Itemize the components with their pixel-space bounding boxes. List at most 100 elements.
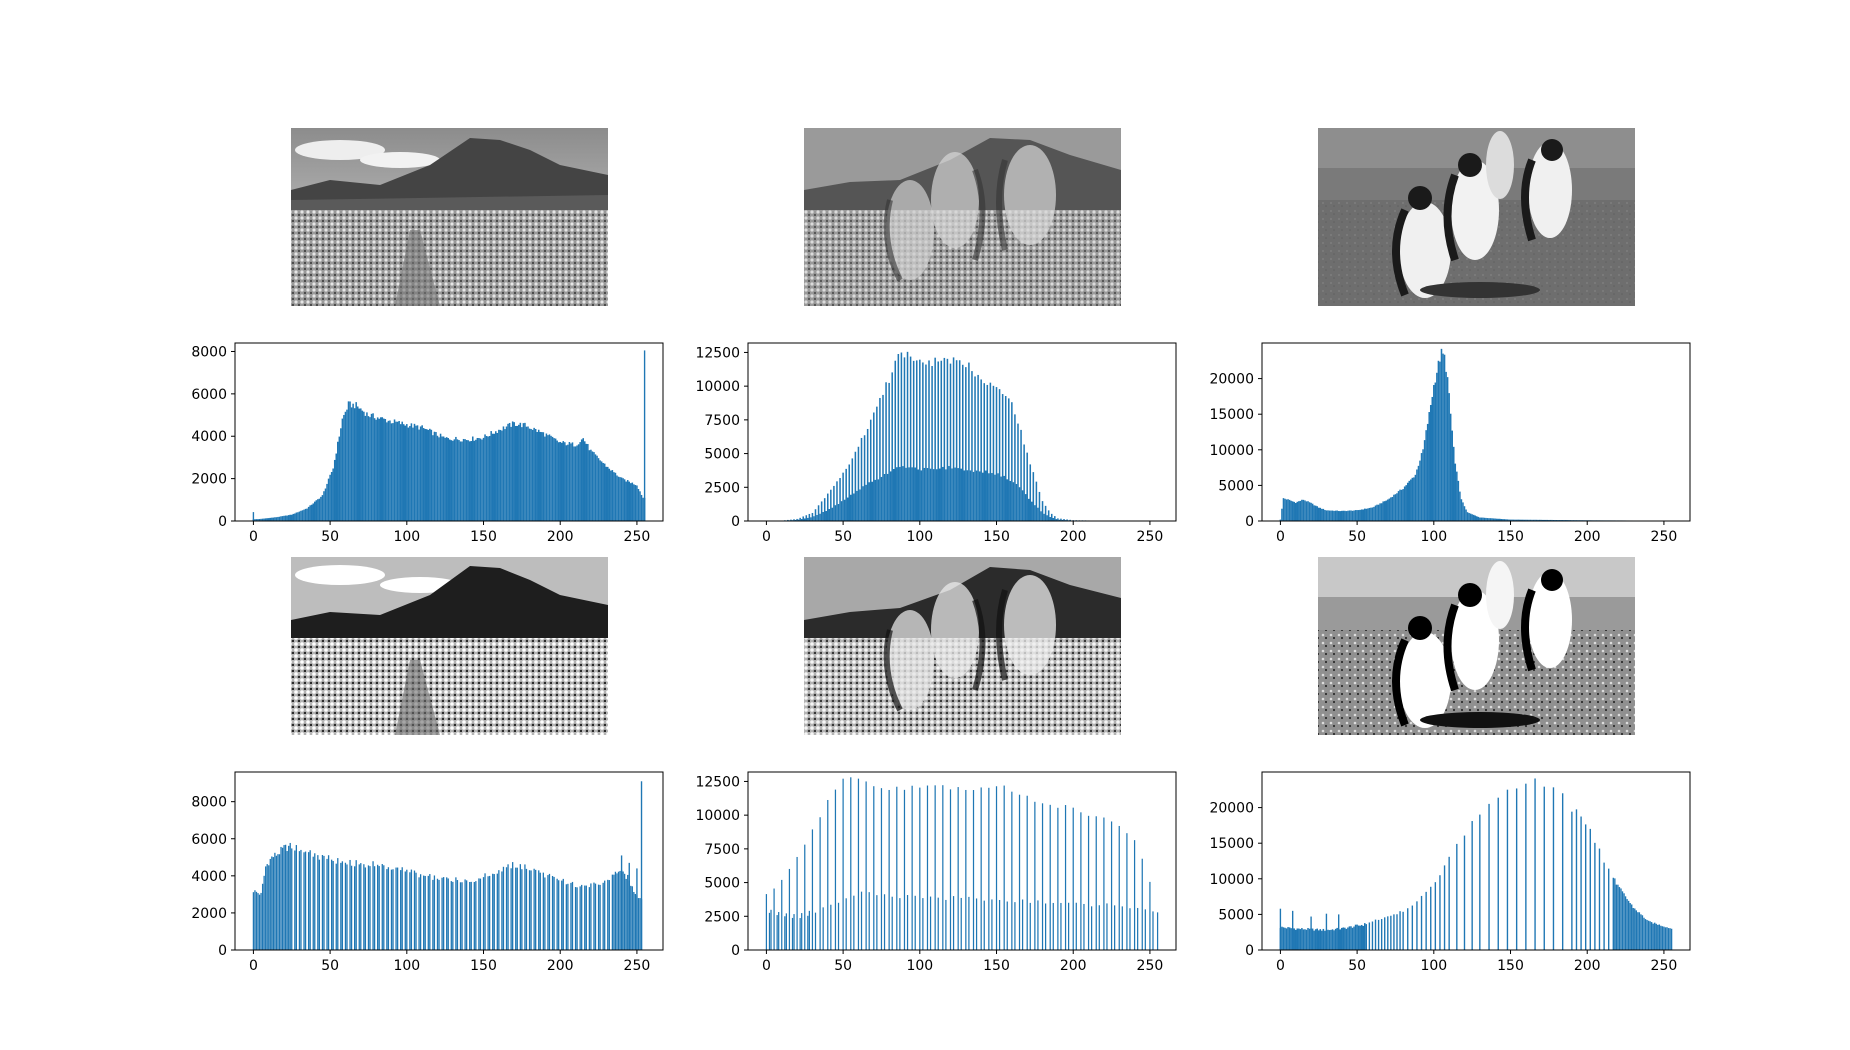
histogram-bar [1408, 480, 1411, 521]
histogram-bar [1290, 928, 1292, 950]
histogram-bar [564, 442, 566, 521]
histogram-bar [1144, 909, 1146, 950]
histogram-bar [350, 407, 353, 521]
histogram-bar [1446, 377, 1449, 521]
histogram-bar [341, 861, 344, 950]
histogram-bar [588, 450, 591, 521]
histogram-bar [1061, 519, 1064, 521]
histogram-bar [1419, 460, 1421, 521]
y-tick-label: 2000 [191, 472, 227, 488]
histogram-bar [1425, 891, 1427, 950]
x-tick-label: 150 [983, 529, 1010, 545]
histogram-bar [580, 439, 583, 521]
histogram-bar [476, 437, 479, 521]
histogram-bar [1043, 513, 1045, 521]
x-tick-label: 100 [906, 958, 933, 974]
histogram-bar [386, 422, 388, 521]
y-tick-label: 5000 [1218, 907, 1254, 923]
histogram-bar [295, 512, 298, 521]
histogram-bar [983, 900, 985, 950]
histogram-bar [628, 862, 630, 950]
histogram-bar [401, 421, 403, 521]
histogram-bar [820, 501, 823, 521]
histogram-bar [1348, 510, 1351, 521]
histogram-bar [952, 357, 955, 521]
histogram-bar [1402, 911, 1404, 950]
histogram-bar [478, 438, 480, 521]
histogram-bar [1571, 811, 1573, 950]
histogram-bar [1360, 509, 1363, 521]
histogram-bar [1060, 902, 1062, 950]
histogram-bar [1476, 516, 1478, 521]
histogram-bar [633, 484, 635, 521]
histogram-bar [470, 881, 472, 950]
histogram-bar [1535, 519, 1538, 521]
histogram-bar [462, 438, 465, 521]
histogram-bar [415, 872, 417, 950]
histogram-bar [459, 441, 462, 521]
histogram-bar [562, 878, 564, 950]
histogram-bar [1334, 510, 1337, 521]
histogram-bar [281, 516, 284, 521]
histogram-bar [1308, 502, 1311, 521]
histogram-bar [419, 874, 422, 950]
histogram-bar [848, 464, 851, 521]
histogram-bar [524, 864, 526, 950]
histogram-bar [1492, 518, 1495, 521]
histogram-bar [402, 424, 405, 521]
histogram-bar [447, 878, 449, 950]
histogram-bar [960, 468, 962, 521]
histogram-bar [544, 436, 546, 521]
histogram-bar [929, 896, 932, 950]
histogram-bar [499, 429, 502, 521]
histogram-bar [1416, 901, 1418, 950]
histogram-bar [1057, 518, 1059, 521]
histogram-bar [1291, 501, 1294, 521]
histogram-bar [507, 864, 509, 950]
histogram-bar [1324, 930, 1326, 950]
histogram-bar [888, 789, 890, 950]
histogram-bar [265, 866, 267, 950]
histogram-bar [261, 883, 264, 950]
histogram-bar [1027, 498, 1030, 521]
histogram-bar [429, 428, 431, 521]
histogram-bar [594, 883, 597, 950]
histogram-bar [971, 371, 973, 521]
histogram-bar [1515, 519, 1518, 521]
histogram-bar [630, 483, 632, 521]
histogram-bar [588, 887, 591, 950]
histogram-bar [819, 513, 821, 521]
y-tick-label: 15000 [1209, 407, 1254, 423]
histogram-bar [283, 845, 285, 950]
histogram-bar [254, 519, 256, 521]
histogram-bar [533, 868, 535, 950]
histogram-bar [1321, 508, 1323, 521]
histogram-bar [432, 435, 434, 521]
histogram-bar [1322, 508, 1325, 521]
histogram-bar [321, 855, 324, 950]
histogram-bar [622, 478, 624, 521]
histogram-bar [853, 895, 855, 950]
histogram-bar [986, 384, 989, 521]
histogram-bar [367, 416, 370, 521]
histogram-bar [456, 880, 459, 950]
histogram-bar [584, 441, 586, 521]
histogram-bar [822, 511, 824, 521]
histogram-bar [1006, 479, 1009, 521]
x-tick-label: 150 [983, 958, 1010, 974]
histogram-bar [1429, 404, 1432, 521]
histogram-bar [432, 879, 434, 950]
histogram-bar [254, 890, 256, 950]
histogram-bar [862, 486, 864, 521]
histogram-bar [619, 477, 621, 521]
histogram-bar [894, 360, 897, 521]
histogram-bar [620, 477, 623, 521]
histogram-bar [1333, 510, 1335, 521]
histogram-bar [284, 515, 287, 521]
histogram-bar [1479, 814, 1481, 950]
histogram-bar [461, 882, 463, 950]
histogram-bar [945, 899, 947, 950]
image-panel-1 [291, 128, 608, 306]
histogram-bar [1339, 511, 1341, 521]
